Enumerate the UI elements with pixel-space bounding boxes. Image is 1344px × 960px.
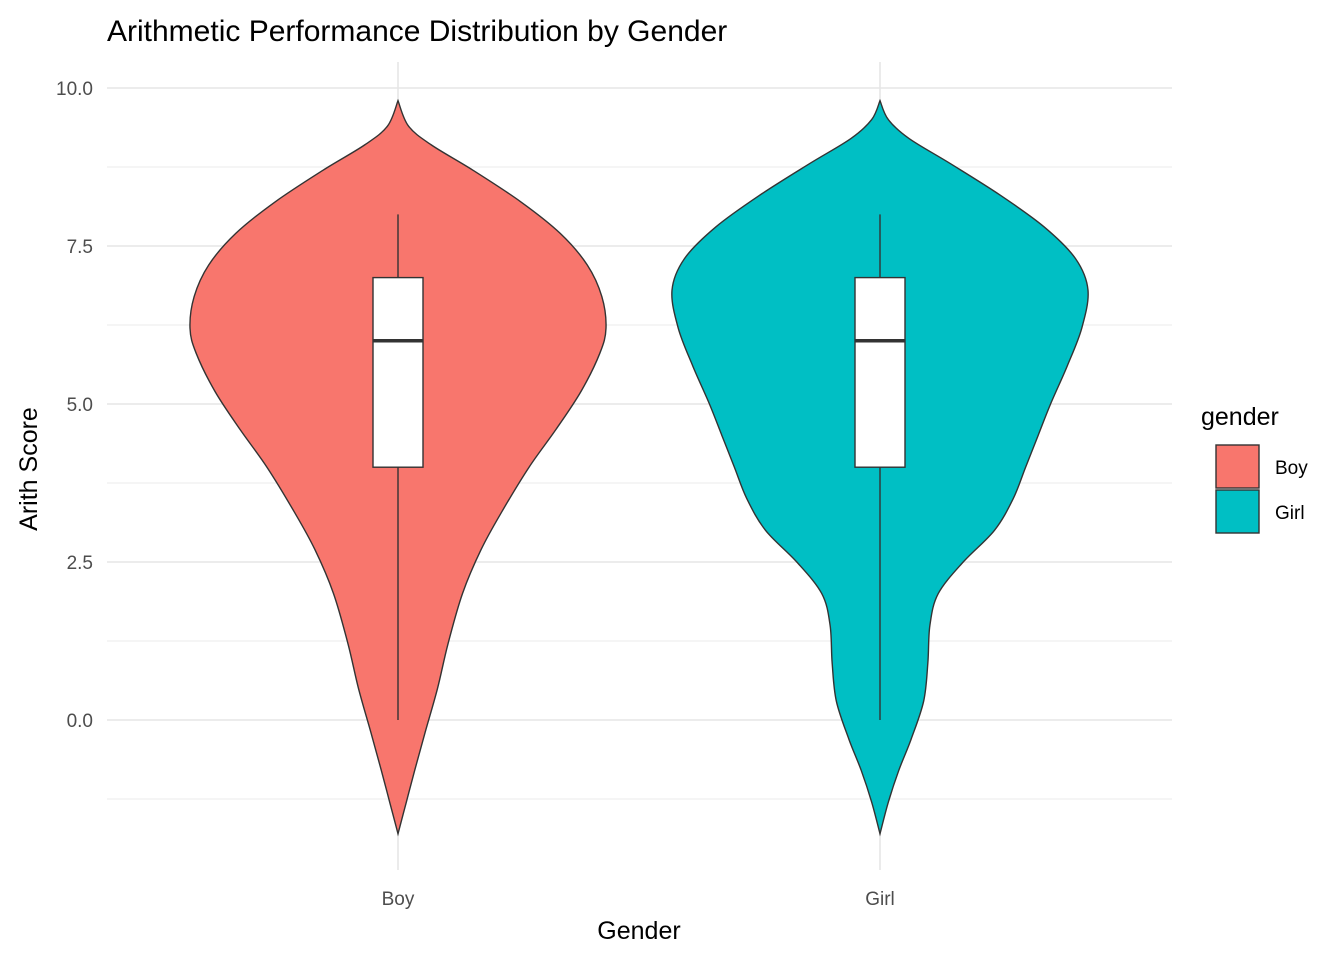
boxplot-box [372, 276, 424, 468]
y-axis-title: Arith Score [15, 407, 43, 531]
y-axis-ticks: 0.0 2.5 5.0 7.5 10.0 [56, 79, 93, 732]
y-tick-label: 10.0 [56, 79, 93, 100]
x-tick-label: Girl [865, 889, 895, 910]
legend-key-boy [1215, 444, 1260, 489]
y-tick-label: 2.5 [67, 553, 93, 574]
x-axis-ticks: Boy Girl [382, 889, 895, 910]
x-axis-title: Gender [597, 917, 680, 945]
legend-key-girl [1215, 489, 1260, 534]
boxplots [372, 214, 906, 720]
legend-label: Boy [1275, 458, 1308, 479]
legend: gender Boy Girl [1201, 403, 1308, 534]
y-tick-label: 5.0 [67, 395, 93, 416]
legend-title: gender [1201, 403, 1279, 431]
boxplot-box [854, 276, 906, 468]
y-tick-label: 0.0 [67, 711, 93, 732]
y-tick-label: 7.5 [67, 237, 93, 258]
violins [189, 98, 1089, 837]
x-tick-label: Boy [382, 889, 415, 910]
chart-title: Arithmetic Performance Distribution by G… [107, 15, 727, 48]
legend-label: Girl [1275, 503, 1305, 524]
